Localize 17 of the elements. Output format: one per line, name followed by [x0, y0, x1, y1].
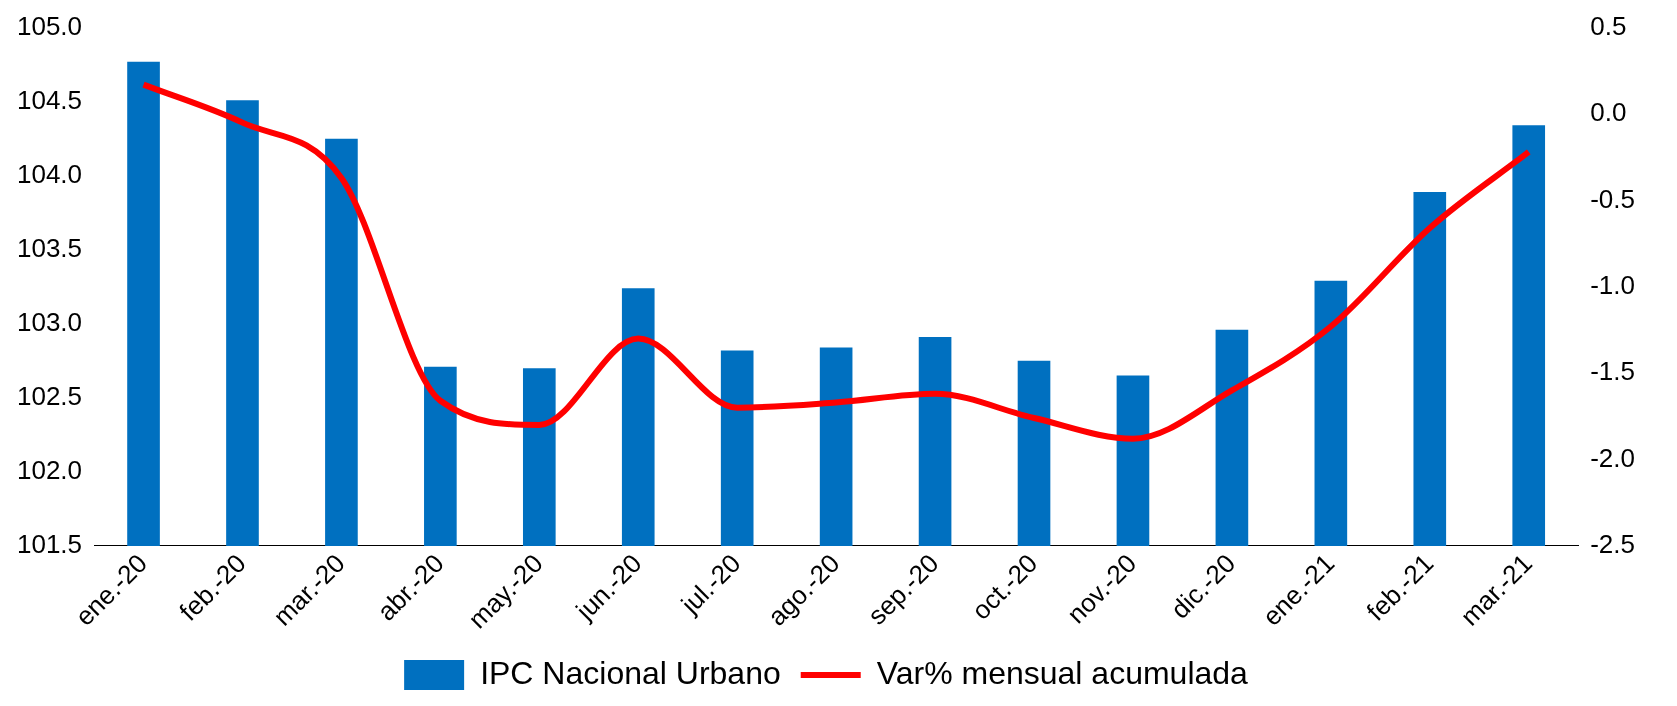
y2-tick-label: 0.5	[1590, 10, 1627, 41]
y2-tick-label: -2.0	[1590, 442, 1636, 473]
y2-tick-label: -2.5	[1590, 529, 1636, 560]
y2-tick-label: -1.5	[1590, 356, 1636, 387]
legend-label: IPC Nacional Urbano	[480, 654, 781, 691]
y2-tick-label: 0.0	[1590, 97, 1627, 128]
y-tick-label: 103.5	[16, 232, 83, 263]
y-tick-label: 102.0	[16, 455, 83, 486]
legend-label: Var% mensual acumulada	[876, 654, 1249, 691]
y2-tick-label: -1.0	[1590, 269, 1636, 300]
y2-tick-label: -0.5	[1590, 183, 1636, 214]
y-tick-label: 104.0	[16, 158, 83, 189]
y-tick-label: 105.0	[16, 10, 83, 41]
y-tick-label: 103.0	[16, 306, 83, 337]
y-tick-label: 104.5	[16, 84, 83, 115]
y-tick-label: 101.5	[16, 529, 83, 560]
y-tick-label: 102.5	[16, 380, 83, 411]
